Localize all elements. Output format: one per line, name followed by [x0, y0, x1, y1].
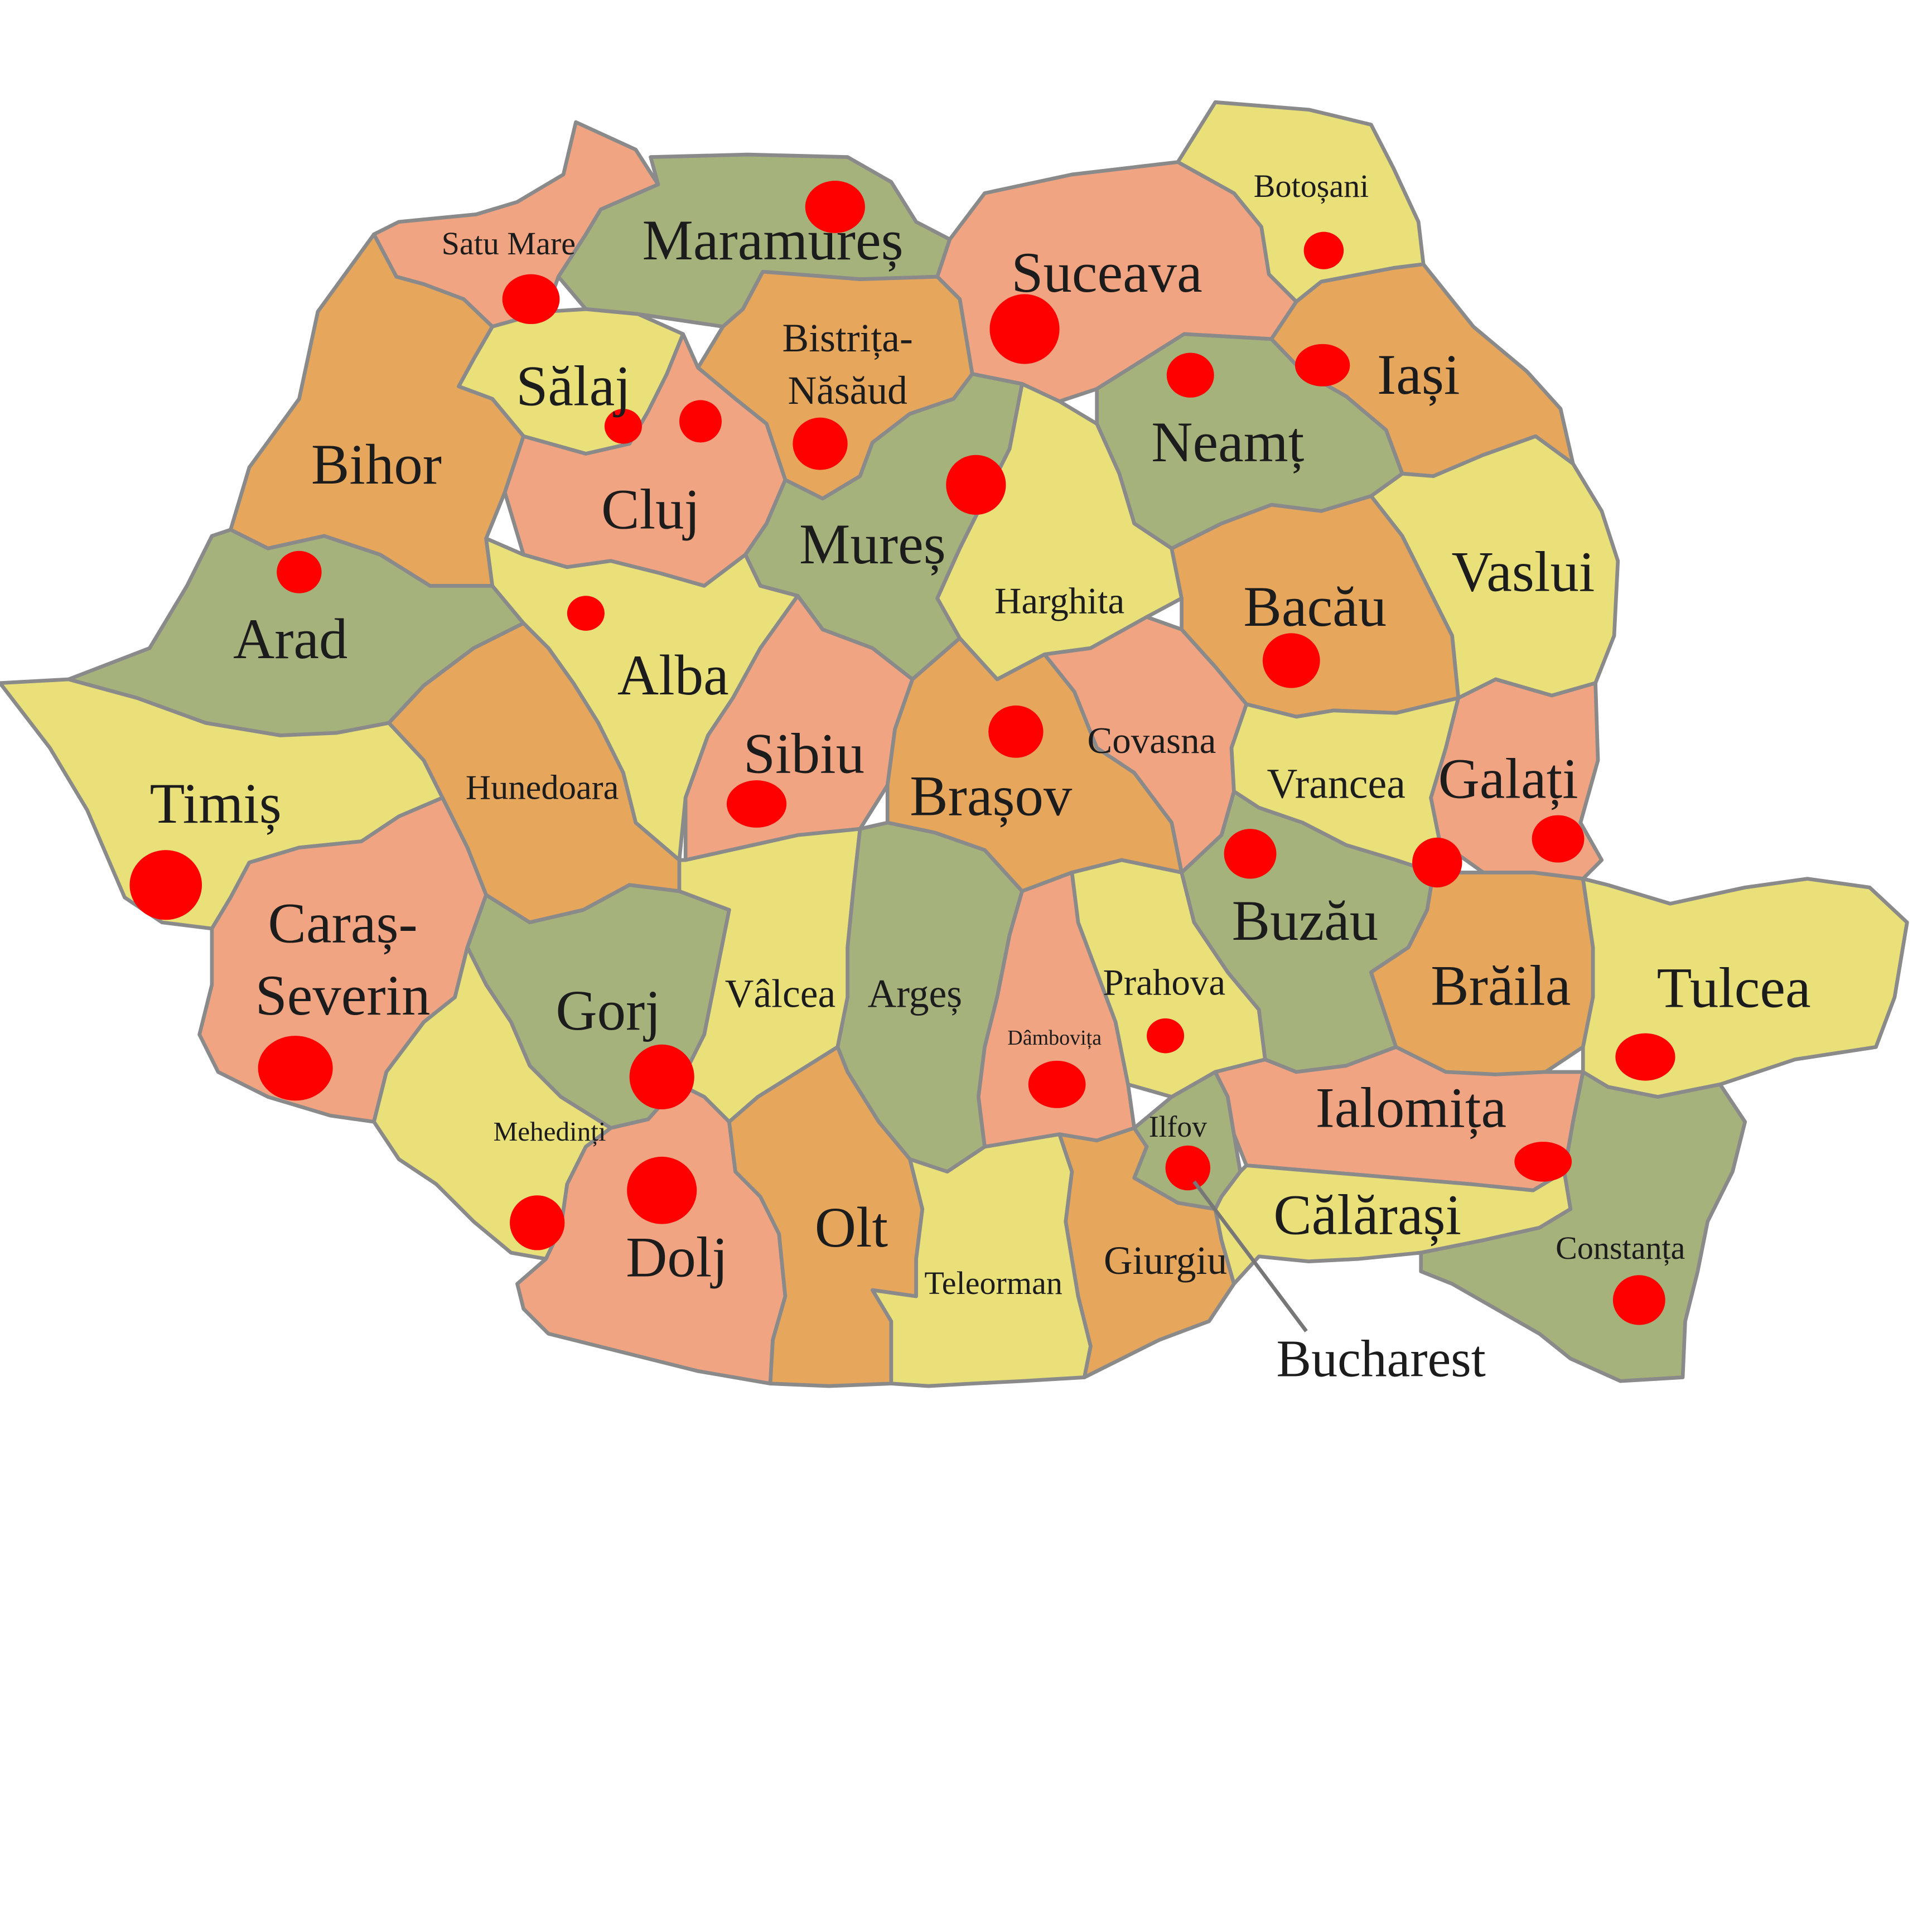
county-regions [0, 100, 1909, 1388]
county-label-bihor: Bihor [311, 433, 442, 496]
city-marker-arad[interactable] [277, 550, 322, 593]
county-label-ilfov: Ilfov [1149, 1110, 1207, 1143]
county-label-gorj: Gorj [556, 979, 660, 1042]
county-label-bistrita-nasaud: Bistrița-Năsăud [783, 316, 913, 413]
county-label-botosani: Botoșani [1254, 168, 1369, 204]
county-label-vaslui: Vaslui [1451, 540, 1595, 603]
county-label-olt: Olt [815, 1196, 888, 1259]
city-marker-constanta[interactable] [1612, 1275, 1665, 1325]
county-label-neamt: Neamț [1151, 410, 1304, 474]
city-markers [129, 181, 1675, 1325]
county-label-teleorman: Teleorman [924, 1265, 1062, 1301]
county-label-constanta: Constanța [1556, 1230, 1685, 1266]
county-label-covasna: Covasna [1088, 719, 1216, 761]
county-label-mures: Mureș [799, 513, 946, 576]
bucharest-leader-line [1192, 1180, 1308, 1332]
county-label-calarasi: Călărași [1273, 1183, 1461, 1247]
city-marker-bistrita-nasaud[interactable] [793, 417, 848, 470]
city-marker-vrancea[interactable] [1412, 837, 1462, 888]
city-marker-brasov[interactable] [988, 705, 1044, 758]
county-label-ialomita: Ialomița [1316, 1076, 1507, 1139]
county-label-arad: Arad [233, 607, 347, 671]
city-marker-salaj[interactable] [604, 409, 642, 444]
city-marker-suceava[interactable] [989, 294, 1060, 364]
county-label-tulcea: Tulcea [1657, 957, 1811, 1020]
county-label-brasov: Brașov [910, 765, 1073, 828]
county-label-satu-mare: Satu Mare [442, 225, 576, 262]
county-label-cluj: Cluj [601, 478, 700, 542]
county-label-harghita: Harghita [994, 580, 1124, 622]
county-label-hunedoara: Hunedoara [466, 768, 619, 807]
county-label-maramures: Maramureș [643, 209, 904, 272]
county-label-timis: Timiș [149, 772, 281, 835]
city-marker-timis[interactable] [129, 850, 202, 920]
city-marker-satu-mare[interactable] [502, 274, 560, 325]
county-label-mehedinti: Mehedinți [494, 1116, 606, 1147]
city-marker-dambovita[interactable] [1028, 1060, 1086, 1108]
county-label-caras-severin: Caraș-Severin [255, 892, 431, 1028]
city-marker-dolj[interactable] [627, 1156, 697, 1224]
city-marker-iasi[interactable] [1295, 344, 1350, 387]
county-label-giurgiu: Giurgiu [1104, 1239, 1227, 1283]
county-label-salaj: Sălaj [516, 354, 631, 418]
county-label-braila: Brăila [1431, 954, 1571, 1017]
county-label-arges: Argeș [868, 972, 962, 1016]
city-marker-cluj[interactable] [679, 400, 722, 443]
city-marker-sibiu[interactable] [726, 780, 787, 828]
county-label-alba: Alba [617, 644, 729, 707]
city-marker-buzau[interactable] [1224, 829, 1277, 879]
city-marker-galati[interactable] [1532, 815, 1585, 863]
county-label-bacau: Bacău [1243, 575, 1387, 639]
city-marker-botosani[interactable] [1303, 231, 1344, 269]
bucharest-callout-label: Bucharest [1277, 1330, 1486, 1388]
city-marker-gorj[interactable] [629, 1044, 694, 1110]
city-marker-mehedinti[interactable] [510, 1195, 565, 1250]
county-label-galati: Galați [1438, 747, 1578, 810]
county-label-prahova: Prahova [1103, 961, 1226, 1003]
city-marker-mures[interactable] [946, 455, 1006, 515]
city-marker-caras-severin[interactable] [258, 1036, 333, 1101]
county-label-suceava: Suceava [1011, 241, 1202, 305]
city-marker-alba[interactable] [567, 596, 605, 631]
county-label-valcea: Vâlcea [725, 972, 835, 1016]
county-label-dolj: Dolj [626, 1225, 728, 1289]
county-label-dambovita: Dâmbovița [1007, 1026, 1102, 1050]
city-marker-ialomita[interactable] [1514, 1142, 1572, 1182]
city-marker-maramures[interactable] [805, 181, 865, 233]
city-marker-ilfov[interactable] [1165, 1145, 1211, 1191]
city-marker-tulcea[interactable] [1615, 1033, 1675, 1081]
city-marker-prahova[interactable] [1147, 1018, 1185, 1054]
city-marker-bacau[interactable] [1262, 633, 1320, 688]
county-label-vrancea: Vrancea [1267, 760, 1405, 807]
county-label-iasi: Iași [1377, 343, 1460, 407]
county-labels: Satu Mare Maramureș Suceava Botoșani Iași Săl… [149, 168, 1810, 1301]
county-label-sibiu: Sibiu [743, 722, 864, 786]
county-label-buzau: Buzău [1232, 889, 1379, 953]
city-marker-neamt[interactable] [1166, 352, 1214, 398]
